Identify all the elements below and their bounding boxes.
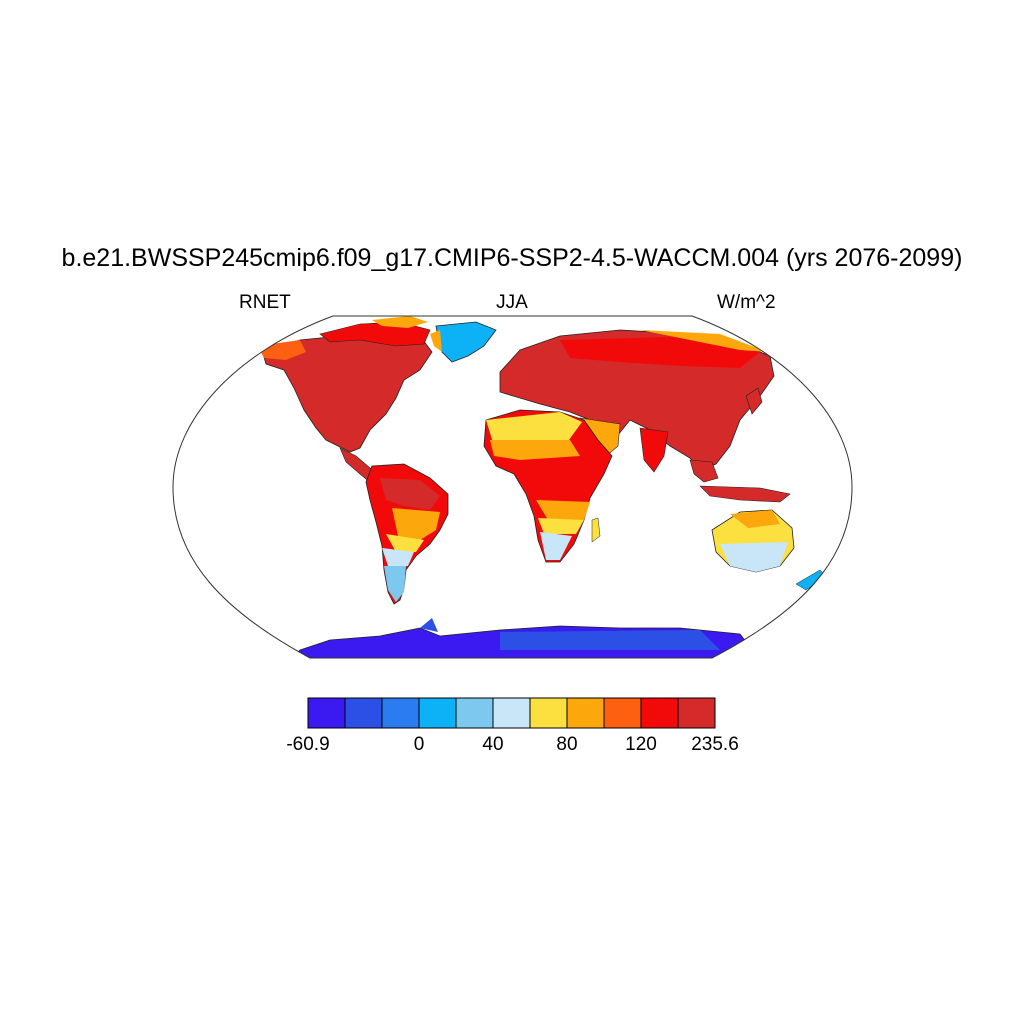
colorbar-tick-label: 235.6: [691, 734, 739, 755]
india: [639, 427, 669, 473]
sa-south-orange: [392, 508, 440, 540]
colorbar-swatch: [640, 697, 679, 729]
colorbar-swatch: [492, 697, 531, 729]
indonesia: [699, 485, 791, 503]
africa-orange-south: [536, 500, 590, 520]
colorbar-tick-label: -60.9: [286, 734, 330, 755]
colorbar-swatch: [677, 697, 716, 729]
colorbar-swatch: [381, 697, 420, 729]
colorbar-tick-label: 0: [413, 734, 425, 755]
sa-yellow-band: [386, 534, 424, 552]
madagascar: [591, 517, 601, 543]
colorbar-swatch: [603, 697, 642, 729]
canada-arctic: [319, 321, 431, 347]
arctic-coast-orange: [640, 330, 768, 352]
australia-blue: [720, 542, 788, 572]
antarctica-peninsula: [420, 618, 438, 632]
africa-yellow: [538, 518, 584, 534]
colorbar-swatch: [307, 697, 346, 729]
colorbar-swatch: [529, 697, 568, 729]
map-boundary: [172, 315, 853, 659]
greenland: [435, 321, 497, 363]
colorbar-tick-label: 80: [556, 734, 578, 755]
units-label: W/m^2: [717, 292, 776, 313]
colorbar: [307, 697, 716, 729]
greenland-rim: [430, 330, 442, 352]
japan: [745, 387, 763, 415]
colorbar-swatch: [566, 697, 605, 729]
colorbar-labels: -60.9 0 40 80 120 235.6: [0, 734, 1024, 758]
sa-light-blue: [384, 566, 406, 602]
colorbar-swatch: [344, 697, 383, 729]
arctic-islands: [372, 316, 428, 328]
sahara-orange: [490, 440, 580, 460]
antarctica-east: [500, 630, 720, 650]
season-label: JJA: [496, 292, 528, 313]
southeast-asia: [689, 459, 719, 483]
australia-north-orange: [730, 510, 780, 528]
map-title: b.e21.BWSSP245cmip6.f09_g17.CMIP6-SSP2-4…: [61, 244, 963, 272]
colorbar-tick-label: 120: [625, 734, 657, 755]
sa-pale-blue: [382, 548, 414, 566]
variable-label: RNET: [239, 292, 291, 313]
amazon-core: [380, 478, 440, 510]
africa-pale-blue: [540, 532, 572, 560]
land-fields: [258, 316, 827, 658]
colorbar-swatch: [455, 697, 494, 729]
colorbar-tick-label: 40: [482, 734, 504, 755]
colorbar-swatch: [418, 697, 457, 729]
